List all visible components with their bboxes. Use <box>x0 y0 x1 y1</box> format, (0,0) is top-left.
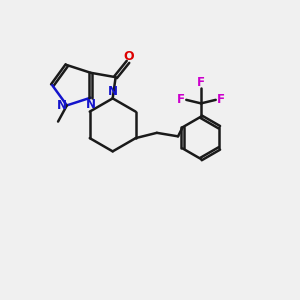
Text: N: N <box>57 100 67 112</box>
Text: F: F <box>177 93 185 106</box>
Text: O: O <box>124 50 134 63</box>
Text: N: N <box>108 85 118 98</box>
Text: N: N <box>86 98 96 111</box>
Text: F: F <box>197 76 205 89</box>
Text: F: F <box>217 93 225 106</box>
